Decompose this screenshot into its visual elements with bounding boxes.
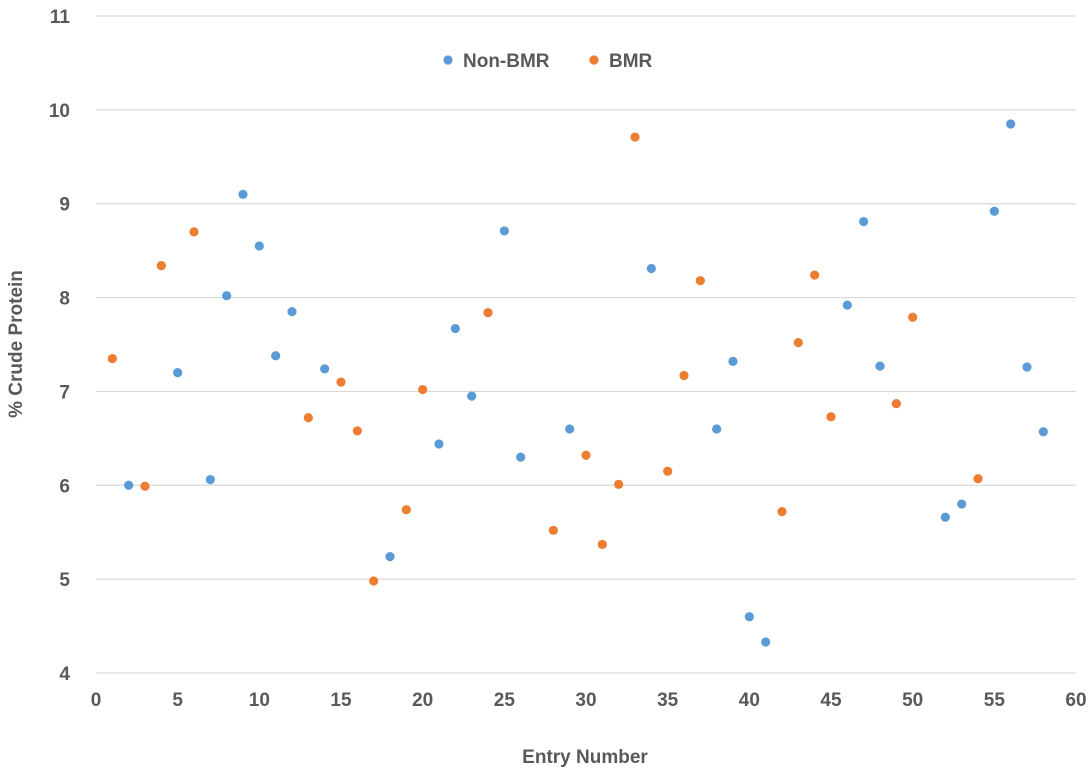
y-tick-label: 8 (59, 289, 70, 310)
data-point (254, 241, 264, 251)
data-point (124, 480, 134, 490)
data-point (140, 481, 150, 491)
data-point (271, 351, 281, 361)
data-point (434, 439, 444, 449)
data-point (352, 426, 362, 436)
data-point (173, 368, 183, 378)
data-point (957, 499, 967, 509)
data-point (156, 261, 166, 271)
data-point (548, 525, 558, 535)
data-point (107, 353, 117, 364)
y-tick-label: 5 (59, 570, 70, 591)
x-tick-label: 55 (984, 690, 1006, 711)
data-point (630, 132, 640, 142)
data-point (418, 384, 428, 395)
y-axis-title: % Crude Protein (6, 270, 27, 418)
data-point (810, 270, 820, 280)
legend: Non-BMR BMR (443, 51, 653, 72)
y-tick-label: 11 (50, 7, 71, 28)
data-point (467, 391, 477, 401)
y-tick-label: 4 (59, 664, 70, 685)
data-point (336, 377, 346, 387)
legend-marker (443, 55, 453, 65)
y-tick-label: 9 (59, 195, 70, 216)
x-tick-label: 45 (820, 690, 842, 711)
data-point (859, 216, 869, 227)
data-points (107, 119, 1048, 647)
data-point (238, 189, 248, 199)
data-point (320, 364, 330, 374)
data-point (369, 576, 379, 586)
data-point (450, 323, 460, 334)
x-tick-label: 35 (657, 690, 679, 711)
data-point (712, 424, 722, 434)
data-point (222, 291, 232, 301)
x-tick-label: 10 (249, 690, 270, 711)
data-point (989, 206, 999, 216)
data-point (614, 479, 624, 489)
data-point (908, 312, 918, 322)
data-point (646, 263, 656, 274)
data-point (940, 512, 950, 522)
data-point (679, 370, 689, 381)
data-point (777, 506, 787, 517)
gridlines (96, 15, 1076, 674)
x-tick-label: 50 (902, 690, 923, 711)
data-point (793, 338, 803, 348)
data-point (826, 412, 836, 422)
x-tick-label: 25 (494, 690, 516, 711)
data-point (401, 505, 411, 515)
x-tick-label: 30 (575, 690, 596, 711)
data-point (1006, 119, 1016, 129)
data-point (499, 226, 509, 236)
data-point (597, 539, 607, 550)
x-axis: 0 5 10 15 20 25 30 35 40 45 50 55 60 (91, 690, 1087, 711)
data-point (581, 450, 591, 460)
data-point (189, 227, 199, 237)
data-point (565, 424, 575, 434)
data-point (303, 413, 313, 423)
x-tick-label: 5 (172, 690, 183, 711)
legend-marker (589, 55, 599, 65)
data-point (205, 475, 215, 485)
data-point (287, 307, 297, 317)
x-tick-label: 40 (739, 690, 760, 711)
x-tick-label: 20 (412, 690, 433, 711)
data-point (875, 361, 885, 371)
data-point (744, 612, 754, 622)
y-tick-label: 6 (59, 476, 70, 497)
x-tick-label: 0 (91, 690, 102, 711)
y-tick-label: 10 (49, 101, 70, 122)
y-axis: 4 5 6 7 8 9 10 11 (49, 7, 71, 685)
data-point (695, 276, 705, 286)
data-point (1022, 362, 1032, 372)
data-point (385, 552, 395, 562)
x-axis-title: Entry Number (522, 747, 648, 768)
legend-label: BMR (609, 51, 653, 72)
data-point (483, 307, 493, 318)
data-point (1038, 427, 1048, 437)
data-point (761, 637, 771, 647)
data-point (973, 474, 983, 484)
legend-label: Non-BMR (463, 51, 550, 72)
x-tick-label: 15 (330, 690, 352, 711)
x-tick-label: 60 (1065, 690, 1086, 711)
data-point (516, 452, 526, 462)
data-point (663, 466, 673, 476)
data-point (842, 300, 852, 310)
y-tick-label: 7 (59, 382, 70, 403)
data-point (728, 356, 738, 366)
data-point (891, 399, 901, 409)
